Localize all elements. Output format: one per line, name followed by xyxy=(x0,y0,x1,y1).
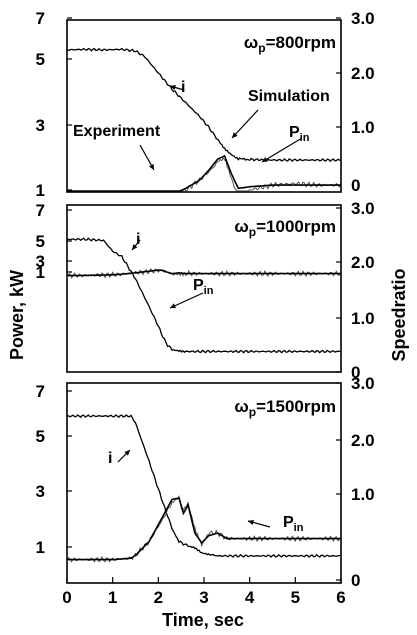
x-tick-label: 5 xyxy=(291,588,300,607)
annotation-arrowhead xyxy=(132,244,138,250)
left-tick-label: 1 xyxy=(36,263,45,282)
right-tick-label: 3.0 xyxy=(351,9,375,28)
left-tick-label: 7 xyxy=(36,9,45,28)
right-tick-label: 3.0 xyxy=(351,199,375,218)
annotation-i: i xyxy=(136,231,140,248)
annotation-arrowhead xyxy=(248,519,254,525)
panel-frame xyxy=(66,204,342,373)
series-line-simulation xyxy=(67,154,341,192)
x-axis: 0 1 2 3 4 5 6 xyxy=(62,577,346,607)
series-line-i xyxy=(66,414,342,559)
left-tick-label: 3 xyxy=(36,116,45,135)
left-tick-label: 7 xyxy=(36,382,45,401)
annotation-arrowhead xyxy=(170,303,176,309)
panel-frame xyxy=(66,19,342,193)
x-axis-title: Time, sec xyxy=(162,610,244,630)
right-tick-label: 3.0 xyxy=(351,374,375,393)
x-tick-label: 1 xyxy=(108,588,117,607)
right-tick-label: 0 xyxy=(351,571,360,590)
left-tick-label: 5 xyxy=(36,232,45,251)
right-tick-label: 1.0 xyxy=(351,309,375,328)
annotation-p: Pin xyxy=(289,124,310,144)
right-tick-label: 2.0 xyxy=(351,253,375,272)
panel-3: 1 3 5 7 0 1.0 2.0 3.0 ωp=1500rpm i Pin xyxy=(36,374,375,590)
series-line-simulation xyxy=(67,497,341,561)
left-tick-label: 1 xyxy=(36,538,45,557)
right-axis-title: Speedratio xyxy=(389,268,409,361)
left-tick-label: 7 xyxy=(36,201,45,220)
speed-label: ωp=1500rpm xyxy=(234,397,336,419)
annotation-p: Pin xyxy=(193,277,214,297)
left-tick-label: 5 xyxy=(36,427,45,446)
series-line-simulation xyxy=(67,269,341,277)
x-tick-label: 2 xyxy=(154,588,163,607)
speed-label: ωp=800rpm xyxy=(244,33,336,55)
annotation-p: Pin xyxy=(283,514,304,534)
left-tick-label: 5 xyxy=(36,50,45,69)
annotation-arrowhead xyxy=(232,132,238,138)
panels: 135701.02.03.0ωp=800rpmiSimulationExperi… xyxy=(36,9,375,607)
series-line-i xyxy=(66,237,342,354)
annotation-arrowhead xyxy=(170,84,176,90)
panel-2: 135 7 0 1.0 2.0 3.0 ωp=1000rpm i Pin xyxy=(36,199,375,382)
left-tick-label: 1 xyxy=(36,181,45,200)
right-tick-label: 1.0 xyxy=(351,118,375,137)
annotation-i: i xyxy=(181,79,185,96)
annotation-arrow xyxy=(261,137,303,163)
right-tick-label: 0 xyxy=(351,176,360,195)
x-tick-label: 3 xyxy=(199,588,208,607)
annotation-arrow xyxy=(169,292,204,309)
right-tick-label: 2.0 xyxy=(351,64,375,83)
left-tick-label: 3 xyxy=(36,252,45,271)
annotation-arrowhead xyxy=(124,450,130,456)
panel-1: 1 3 5 7 0 1.0 2.0 3.0 ωp=800rpm i Simulation Experi… xyxy=(36,9,375,200)
annotation-arrowhead xyxy=(149,164,154,170)
annotation-arrow xyxy=(231,109,259,139)
x-tick-label: 0 xyxy=(62,588,71,607)
right-tick-label: 0 xyxy=(351,363,360,382)
annotation-arrowhead xyxy=(262,156,268,162)
x-tick-label: 4 xyxy=(245,588,255,607)
annotation-experiment: Experiment xyxy=(73,123,161,140)
left-tick-label: 3 xyxy=(36,482,45,501)
annotation-simulation: Simulation xyxy=(248,88,330,105)
speed-label: ωp=1000rpm xyxy=(234,217,336,239)
x-tick-label: 6 xyxy=(336,588,345,607)
right-tick-label: 1.0 xyxy=(351,485,375,504)
series-line-i xyxy=(66,47,341,163)
right-tick-label: 2.0 xyxy=(351,431,375,450)
left-axis-title: Power, kW xyxy=(7,270,27,360)
annotation-i: i xyxy=(108,450,112,467)
